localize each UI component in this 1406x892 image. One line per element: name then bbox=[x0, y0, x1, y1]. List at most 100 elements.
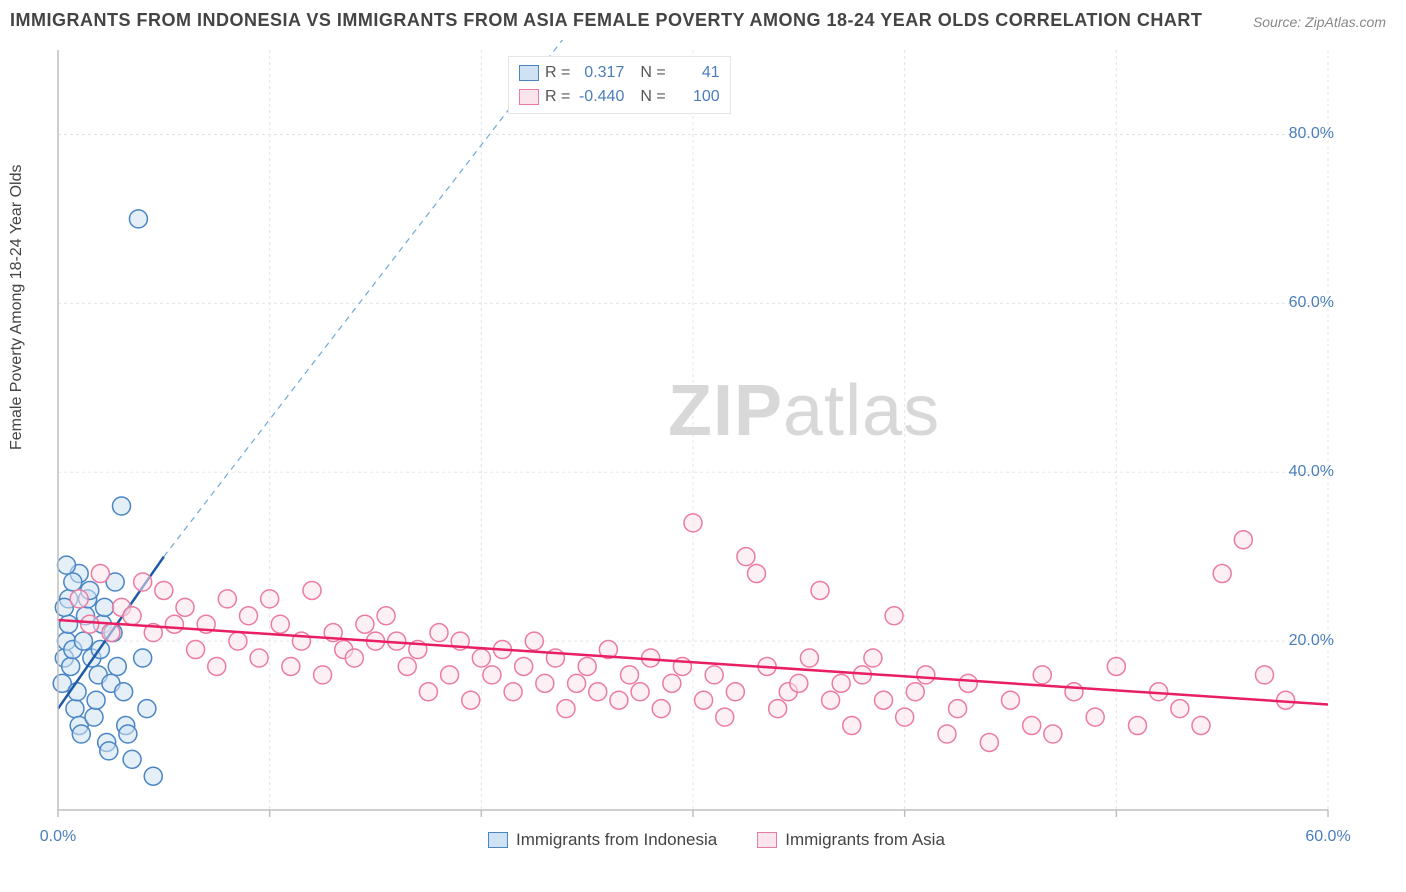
data-point bbox=[261, 590, 279, 608]
data-point bbox=[113, 497, 131, 515]
data-point bbox=[589, 683, 607, 701]
data-point bbox=[57, 556, 75, 574]
data-point bbox=[100, 742, 118, 760]
data-point bbox=[864, 649, 882, 667]
data-point bbox=[462, 691, 480, 709]
data-point bbox=[134, 573, 152, 591]
data-point bbox=[176, 598, 194, 616]
data-point bbox=[578, 657, 596, 675]
data-point bbox=[1107, 657, 1125, 675]
data-point bbox=[165, 615, 183, 633]
data-point bbox=[1234, 531, 1252, 549]
data-point bbox=[832, 674, 850, 692]
data-point bbox=[1044, 725, 1062, 743]
data-point bbox=[72, 725, 90, 743]
data-point bbox=[1171, 700, 1189, 718]
series-swatch bbox=[519, 65, 539, 81]
data-point bbox=[74, 632, 92, 650]
data-point bbox=[663, 674, 681, 692]
data-point bbox=[134, 649, 152, 667]
y-tick-label: 20.0% bbox=[1289, 632, 1334, 650]
data-point bbox=[748, 565, 766, 583]
data-point bbox=[716, 708, 734, 726]
y-tick-label: 80.0% bbox=[1289, 125, 1334, 143]
data-point bbox=[515, 657, 533, 675]
plot-area: ZIPatlas R =0.317N =41R =-0.440N =100 Im… bbox=[48, 40, 1358, 840]
x-tick-label: 60.0% bbox=[1305, 828, 1350, 846]
data-point bbox=[81, 615, 99, 633]
series-swatch bbox=[488, 832, 508, 848]
data-point bbox=[504, 683, 522, 701]
data-point bbox=[208, 657, 226, 675]
data-point bbox=[129, 210, 147, 228]
data-point bbox=[314, 666, 332, 684]
data-point bbox=[1086, 708, 1104, 726]
data-point bbox=[64, 573, 82, 591]
data-point bbox=[811, 581, 829, 599]
data-point bbox=[1129, 717, 1147, 735]
x-tick-label: 0.0% bbox=[40, 828, 76, 846]
data-point bbox=[568, 674, 586, 692]
data-point bbox=[790, 674, 808, 692]
data-point bbox=[1023, 717, 1041, 735]
data-point bbox=[85, 708, 103, 726]
data-point bbox=[345, 649, 363, 667]
scatter-plot-svg bbox=[48, 40, 1358, 840]
data-point bbox=[875, 691, 893, 709]
stats-row: R =0.317N =41 bbox=[519, 61, 720, 85]
data-point bbox=[1033, 666, 1051, 684]
legend-item: Immigrants from Indonesia bbox=[488, 830, 717, 850]
data-point bbox=[115, 683, 133, 701]
legend-label: Immigrants from Indonesia bbox=[516, 830, 717, 850]
data-point bbox=[885, 607, 903, 625]
data-point bbox=[70, 590, 88, 608]
stats-legend-box: R =0.317N =41R =-0.440N =100 bbox=[508, 56, 731, 114]
data-point bbox=[123, 750, 141, 768]
data-point bbox=[144, 767, 162, 785]
data-point bbox=[271, 615, 289, 633]
legend-label: Immigrants from Asia bbox=[785, 830, 945, 850]
data-point bbox=[60, 615, 78, 633]
data-point bbox=[1002, 691, 1020, 709]
data-point bbox=[398, 657, 416, 675]
data-point bbox=[1192, 717, 1210, 735]
data-point bbox=[1065, 683, 1083, 701]
data-point bbox=[155, 581, 173, 599]
data-point bbox=[250, 649, 268, 667]
data-point bbox=[483, 666, 501, 684]
data-point bbox=[87, 691, 105, 709]
data-point bbox=[959, 674, 977, 692]
data-point bbox=[187, 641, 205, 659]
data-point bbox=[119, 725, 137, 743]
y-tick-label: 40.0% bbox=[1289, 463, 1334, 481]
data-point bbox=[1256, 666, 1274, 684]
source-attribution: Source: ZipAtlas.com bbox=[1253, 14, 1386, 30]
data-point bbox=[218, 590, 236, 608]
data-point bbox=[769, 700, 787, 718]
data-point bbox=[441, 666, 459, 684]
data-point bbox=[419, 683, 437, 701]
data-point bbox=[695, 691, 713, 709]
series-swatch bbox=[757, 832, 777, 848]
data-point bbox=[91, 565, 109, 583]
data-point bbox=[800, 649, 818, 667]
data-point bbox=[472, 649, 490, 667]
data-point bbox=[525, 632, 543, 650]
data-point bbox=[282, 657, 300, 675]
data-point bbox=[684, 514, 702, 532]
data-point bbox=[949, 700, 967, 718]
data-point bbox=[843, 717, 861, 735]
data-point bbox=[62, 657, 80, 675]
data-point bbox=[303, 581, 321, 599]
data-point bbox=[377, 607, 395, 625]
data-point bbox=[906, 683, 924, 701]
stats-row: R =-0.440N =100 bbox=[519, 85, 720, 109]
data-point bbox=[557, 700, 575, 718]
data-point bbox=[705, 666, 723, 684]
data-point bbox=[917, 666, 935, 684]
data-point bbox=[66, 700, 84, 718]
data-point bbox=[229, 632, 247, 650]
data-point bbox=[138, 700, 156, 718]
data-point bbox=[356, 615, 374, 633]
bottom-legend: Immigrants from Indonesia Immigrants from… bbox=[488, 830, 945, 850]
